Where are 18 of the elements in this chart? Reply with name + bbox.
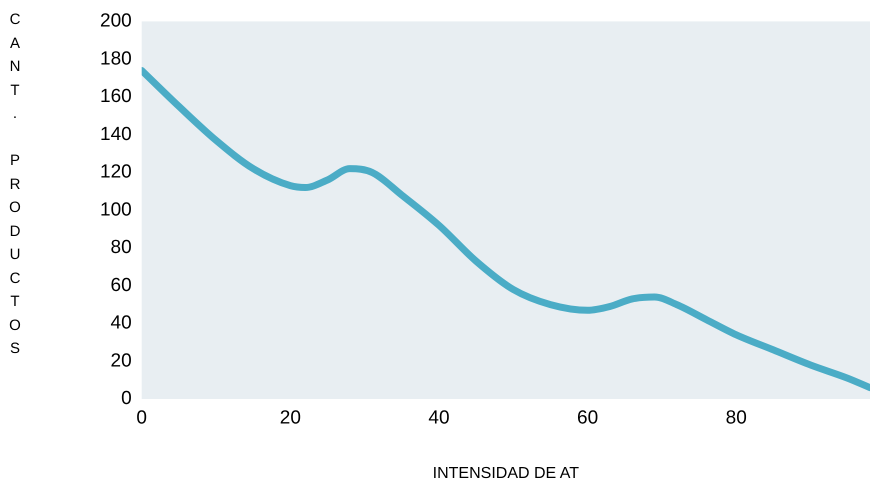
y-tick-label: 100 (100, 199, 132, 220)
y-tick-label: 140 (100, 124, 132, 145)
y-tick-label: 200 (100, 10, 132, 32)
y-tick-label: 120 (100, 162, 132, 183)
y-tick-label: 0 (121, 388, 132, 410)
x-tick-label: 80 (726, 408, 747, 429)
y-tick-label: 80 (110, 237, 132, 258)
y-tick-label: 60 (110, 274, 132, 296)
y-tick-label: 160 (100, 86, 132, 108)
y-tick-label: 180 (100, 48, 132, 70)
x-axis-title: INTENSIDAD DE AT (432, 464, 580, 482)
y-tick-label: 20 (110, 350, 132, 372)
x-tick-label: 20 (280, 408, 301, 429)
y-tick-label: 40 (110, 312, 132, 334)
x-tick-label: 0 (136, 408, 147, 429)
x-tick-label: 40 (428, 408, 450, 429)
text: CANT. PRODUCTOS (9, 11, 21, 357)
x-tick-label: 60 (577, 408, 598, 429)
